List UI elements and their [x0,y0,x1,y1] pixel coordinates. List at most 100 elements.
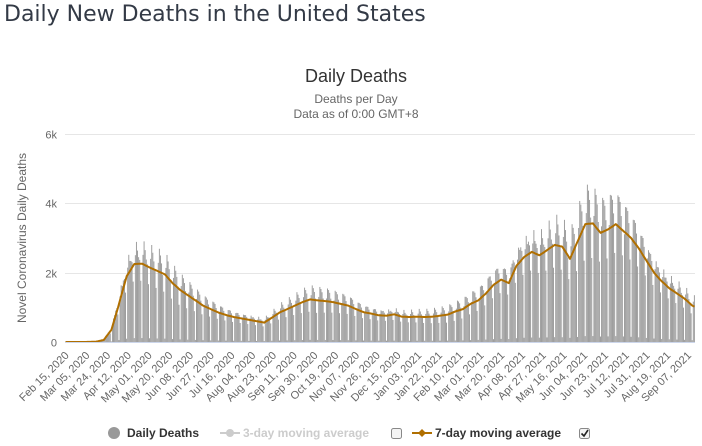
daily-deaths-bar [114,315,116,342]
legend-item-3-day-average[interactable]: 3-day moving average [220,426,369,440]
daily-deaths-bar [109,333,111,342]
daily-deaths-bar [468,314,470,342]
daily-deaths-bar [413,315,415,342]
daily-deaths-bar [508,339,510,342]
daily-deaths-bar [416,340,418,342]
daily-deaths-bar [582,225,584,342]
three-day-marker-icon [226,429,234,437]
daily-deaths-bar [465,296,467,342]
daily-deaths-bar [179,339,181,342]
daily-deaths-bar [292,306,294,342]
daily-deaths-bar [417,313,419,342]
daily-deaths-bar [152,252,154,342]
daily-deaths-bar [234,316,236,342]
daily-deaths-bar [149,338,151,342]
daily-deaths-legend-icon [108,427,120,439]
daily-deaths-bar [546,337,548,342]
daily-deaths-bar [485,339,487,342]
daily-deaths-bar [634,222,636,342]
daily-deaths-bar [675,303,677,342]
daily-deaths-bar [345,301,347,342]
daily-deaths-bar [569,337,571,342]
daily-deaths-bar [117,314,119,342]
daily-deaths-bar [133,338,135,342]
daily-deaths-bar [602,197,604,342]
daily-deaths-bar [186,308,188,342]
legend-item-daily-deaths[interactable]: Daily Deaths [108,426,199,440]
daily-deaths-bar [347,340,349,342]
daily-deaths-bar [310,295,312,342]
daily-deaths-bar [653,338,655,342]
daily-deaths-bar [331,312,333,342]
daily-deaths-bar [680,292,682,342]
daily-deaths-bar [155,287,157,342]
daily-deaths-bar [567,257,569,342]
daily-deaths-bar [398,312,399,342]
daily-deaths-bar [672,282,674,342]
daily-deaths-bar [656,266,658,342]
legend-label-3-day-average: 3-day moving average [243,426,369,440]
daily-deaths-bar [225,340,227,342]
daily-deaths-bar [447,340,449,342]
daily-deaths-bar [648,250,649,342]
daily-deaths-bar [612,199,613,342]
daily-deaths-bar [519,249,521,342]
daily-deaths-bar [211,309,213,342]
daily-deaths-bar [425,313,427,342]
daily-deaths-bar [632,219,634,342]
daily-deaths-bar [213,302,215,342]
daily-deaths-bar [681,295,683,342]
daily-deaths-bar [636,233,637,342]
daily-deaths-bar [337,299,339,342]
daily-deaths-bar [676,339,678,342]
daily-deaths-bar [533,230,535,342]
daily-deaths-bar [573,233,575,342]
daily-deaths-bar [592,336,594,342]
daily-deaths-bar [388,309,390,342]
daily-deaths-bar [458,301,460,342]
legend-item-7-day-average[interactable]: 7-day moving average [412,426,561,440]
daily-deaths-bar [273,308,275,342]
daily-deaths-bar [419,311,421,342]
daily-deaths-bar [405,314,407,342]
daily-deaths-bar [450,305,452,342]
daily-deaths-bar [235,313,237,342]
daily-deaths-bar [530,270,532,342]
daily-deaths-bar [258,316,260,342]
daily-deaths-bar [123,278,125,342]
daily-deaths-bar [542,238,544,342]
daily-deaths-bar [309,339,311,342]
daily-deaths-bar [244,315,245,342]
daily-deaths-bar [554,337,556,342]
daily-deaths-bar [579,200,581,342]
daily-deaths-bar [368,309,370,342]
daily-deaths-bar [595,194,597,342]
daily-deaths-bar [572,227,574,342]
daily-deaths-bar [247,324,249,342]
daily-deaths-bar [525,235,527,342]
daily-deaths-bar [108,331,110,342]
daily-deaths-bar [355,340,357,342]
three-day-checkbox[interactable] [391,428,402,439]
daily-deaths-bar [535,243,537,342]
daily-deaths-bar [483,290,485,342]
seven-day-checkbox[interactable] [579,428,590,439]
daily-deaths-bar [512,260,514,342]
daily-deaths-bar [637,266,639,342]
daily-deaths-bar [432,313,434,342]
daily-deaths-bar [241,317,243,342]
daily-deaths-bar [377,320,379,342]
daily-deaths-bar [111,325,113,342]
daily-deaths-bar [474,292,476,342]
daily-deaths-bar [472,291,474,342]
daily-deaths-bar [263,341,265,342]
daily-deaths-bar [193,311,195,342]
daily-deaths-bar [248,340,250,342]
daily-deaths-bar [323,312,325,342]
daily-deaths-bar [590,217,592,342]
daily-deaths-bar [390,310,392,342]
daily-deaths-bar [169,280,171,342]
daily-deaths-bar [381,311,383,342]
daily-deaths-bar [163,291,165,342]
daily-deaths-bar [375,309,377,342]
